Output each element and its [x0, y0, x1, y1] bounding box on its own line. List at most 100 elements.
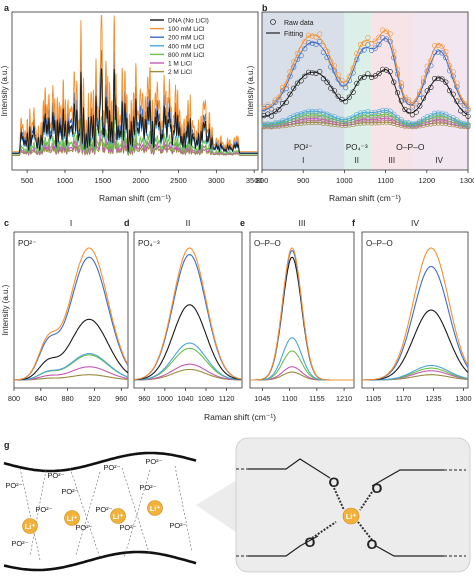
raw-point-licl_100: [376, 34, 382, 40]
raw-point-licl_800: [306, 112, 312, 118]
region-label-II: II: [355, 156, 359, 165]
raw-point-dna: [461, 110, 467, 116]
raw-point-dna: [413, 109, 419, 115]
raw-point-licl_400: [365, 109, 371, 115]
raw-point-dna: [369, 74, 375, 80]
fit-line-d-licl_400: [134, 342, 243, 381]
raw-point-licl_100: [306, 32, 312, 38]
raw-point-dna: [306, 69, 312, 75]
region-label-III: III: [388, 156, 395, 165]
raw-point-licl_100: [280, 84, 286, 91]
callout-connector: [196, 478, 240, 535]
raw-point-licl_100: [435, 42, 441, 49]
raw-point-licl_100: [365, 34, 371, 41]
raw-point-licl_100: [283, 82, 289, 88]
raw-point-licl_1m: [417, 121, 423, 127]
legend-label-licl_100: 100 mM LiCl: [168, 26, 205, 33]
raw-point-licl_2m: [365, 119, 371, 126]
series-line-licl_2m: [12, 138, 258, 157]
raw-point-licl_400: [339, 116, 345, 122]
raw-point-dna: [343, 99, 349, 105]
raw-point-licl_100: [261, 104, 267, 110]
raw-point-licl_1m: [435, 117, 441, 123]
raw-point-licl_2m: [369, 120, 375, 126]
raw-point-dna: [450, 91, 456, 97]
raw-point-licl_200: [376, 41, 382, 48]
coordination-bond: [311, 521, 337, 539]
species-label-c: PO²⁻: [18, 239, 36, 248]
raw-point-licl_400: [387, 108, 393, 114]
panel-title-e: III: [298, 218, 305, 228]
raw-point-licl_400: [443, 111, 449, 117]
xlabel-a: Raman shift (cm⁻¹): [99, 193, 171, 203]
raw-point-licl_400: [320, 110, 327, 116]
raw-point-licl_400: [424, 114, 430, 120]
raw-point-dna: [276, 106, 282, 113]
legend-label-licl_1m: 1 M LiCl: [168, 61, 192, 68]
li-ion-label: Li⁺: [113, 512, 124, 521]
raw-point-licl_200: [398, 83, 404, 90]
phosphate-label: PO²⁻: [169, 521, 186, 530]
raw-point-licl_200: [261, 106, 267, 112]
tick-label-b: 1100: [378, 176, 394, 185]
raw-point-dna: [435, 75, 441, 81]
legend-label-licl_200: 200 mM LiCl: [168, 35, 205, 42]
legend-marker-raw: [270, 19, 276, 25]
raw-point-dna: [335, 93, 341, 99]
phosphate-label: PO²⁻: [47, 471, 64, 480]
raw-point-dna: [287, 91, 293, 97]
raw-point-licl_2m: [309, 119, 315, 126]
raw-point-licl_100: [383, 28, 390, 34]
fit-line-e-licl_100: [250, 247, 354, 381]
ligand-line: [375, 545, 444, 557]
raw-point-licl_2m: [454, 122, 460, 128]
zoom-panel: [235, 437, 471, 573]
raw-point-licl_200: [343, 84, 349, 91]
raw-point-licl_400: [343, 117, 349, 123]
raw-point-dna: [409, 112, 416, 118]
axes-frame-e: [249, 231, 355, 389]
raw-point-licl_800: [320, 113, 327, 120]
tick-label-a: 3500: [246, 176, 263, 185]
raw-point-licl_400: [409, 121, 416, 127]
region-IV: [414, 12, 468, 170]
tick-label-c: 920: [88, 394, 100, 403]
raw-point-licl_1m: [361, 116, 367, 123]
raw-point-licl_100: [309, 33, 315, 39]
raw-point-dna: [417, 103, 423, 109]
raw-point-dna: [283, 99, 289, 105]
dna-strand-bottom: [3, 550, 197, 572]
legend-label-licl_400: 400 mM LiCl: [168, 43, 205, 50]
fit-line-f-licl_100: [362, 247, 469, 381]
raw-point-licl_100: [443, 48, 449, 55]
raw-point-licl_100: [320, 43, 327, 49]
raw-point-licl_400: [439, 110, 445, 116]
fit-line-d-licl_200: [133, 254, 243, 381]
fit-line-e-dna: [250, 256, 354, 381]
raw-point-licl_200: [354, 56, 360, 63]
raw-point-licl_400: [406, 120, 412, 126]
fit-line-d-dna: [134, 304, 242, 381]
fit-line-c-licl_400: [14, 353, 129, 381]
raw-point-licl_2m: [357, 120, 364, 126]
raw-point-licl_200: [320, 49, 327, 55]
raw-point-dna: [372, 73, 378, 79]
panels-c-to-f: c I PO²⁻ 800 840 880 920 960 d II PO₄⁻³ 960 1000 1040…: [1, 218, 472, 422]
panel-title-d: II: [186, 218, 191, 228]
tick-label-a: 1000: [57, 176, 74, 185]
raw-point-licl_200: [383, 36, 390, 42]
li-ion-label: Li⁺: [150, 504, 161, 513]
coordination-link: [174, 465, 193, 553]
tick-label-f: 1105: [366, 394, 382, 403]
ligand-line: [248, 458, 331, 479]
raw-point-licl_100: [402, 94, 408, 100]
li-ion: [64, 510, 80, 526]
raw-point-licl_400: [380, 107, 386, 113]
raw-point-licl_100: [268, 105, 275, 111]
oxygen-label: O: [372, 480, 383, 496]
raw-point-licl_2m: [298, 120, 304, 126]
coordination-link: [75, 471, 101, 556]
raw-point-licl_100: [454, 80, 460, 86]
raw-point-licl_200: [291, 64, 297, 70]
